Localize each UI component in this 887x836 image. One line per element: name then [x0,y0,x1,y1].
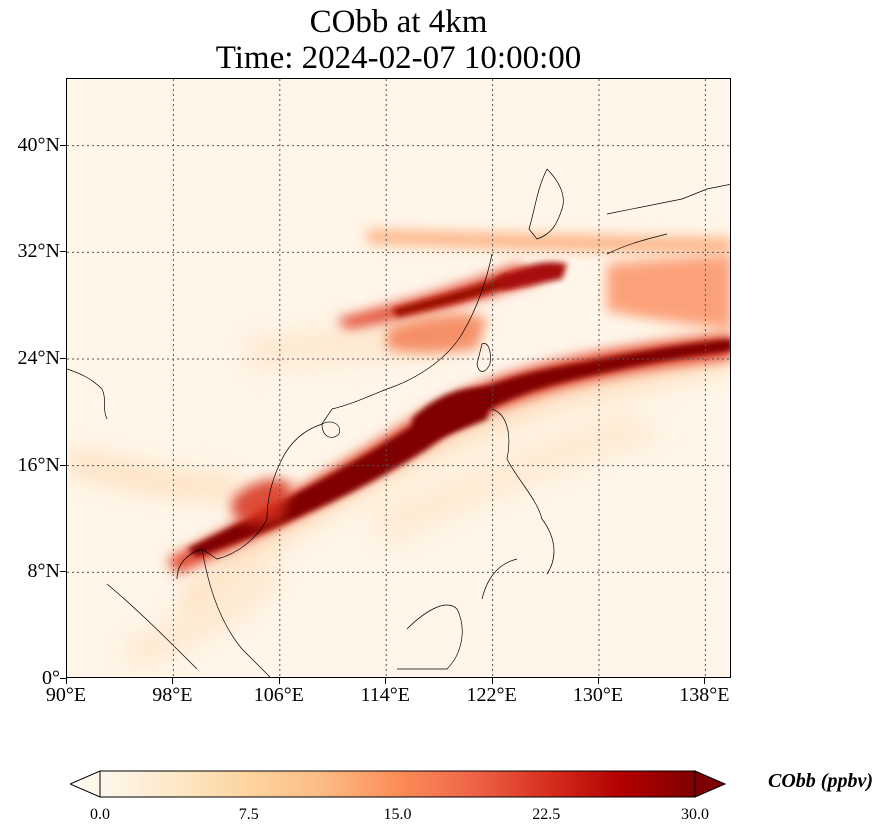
sumatra-coast [106,583,198,670]
lon-tick-label: 130°E [572,684,624,706]
mainland-coast [176,253,493,580]
lon-tick-label: 122°E [466,684,517,706]
lat-tick-mark [60,358,66,359]
japan-coast [606,184,730,255]
plume-main-core [187,339,730,557]
west-coast [67,368,108,420]
plume-faint-sw [127,559,282,669]
lon-tick-label: 98°E [152,684,193,706]
lat-tick-mark [60,464,66,466]
coastlines [67,168,730,677]
plume-main-outer [167,334,730,574]
lat-tick-label: 8°N [27,560,60,583]
colorbar-bar [99,770,696,798]
map-area[interactable] [66,78,731,678]
plume-faint-south [367,409,667,549]
lat-tick-label: 16°N [17,453,60,476]
korea-coast [528,168,564,240]
map-title: CObb at 4km [309,4,488,40]
colorbar-extend-max [694,770,727,798]
plume-north-east [607,255,730,329]
lon-tick-label: 114°E [360,684,410,706]
plume-main-blob [412,387,492,439]
lat-tick-mark [60,571,66,573]
plume-inland-patch [232,479,292,525]
colorbar-label: CObb (ppbv) [768,770,873,792]
lat-tick-label: 40°N [17,133,60,156]
map-timestamp: Time: 2024-02-07 10:00:00 [215,40,582,76]
malay-coast [201,548,271,677]
plume-faint-west [67,449,237,500]
lat-tick-label: 32°N [17,240,60,263]
lat-tick-mark [60,144,66,146]
lon-tick-label: 90°E [45,684,87,706]
lon-tick-label: 138°E [679,684,730,706]
hainan-coast [321,421,340,438]
plume-patch-coast [387,313,487,353]
colorbar [70,770,727,798]
colorbar-tick-label: 15.0 [383,806,412,823]
gridlines [67,79,730,677]
lat-tick-label: 0° [42,667,60,689]
philippines-coast [481,408,555,600]
lon-tick-mark [491,678,493,684]
colorbar-extend-min [70,770,101,798]
plume-north-ne-core [497,262,567,289]
lon-tick-mark [598,678,599,684]
lon-tick-mark [66,678,67,684]
colorbar-tick-label: 7.5 [238,806,259,823]
colorbar-tick-label: 22.5 [532,806,561,823]
map-canvas [67,79,730,677]
lat-tick-label: 24°N [17,347,60,369]
plume-north-light [367,229,730,254]
lon-tick-label: 106°E [253,684,304,706]
colorbar-tick-label: 30.0 [681,806,709,823]
lat-tick-mark [60,678,66,679]
lon-tick-mark [278,678,280,684]
lon-tick-mark [385,678,387,684]
taiwan-coast [476,343,491,372]
colorbar-tick-label: 0.0 [90,806,110,823]
lon-tick-mark [704,678,706,684]
co-concentration-field [67,229,730,669]
borneo-coast [397,604,463,670]
plume-north-core [392,274,517,317]
lon-tick-mark [172,678,174,684]
lat-tick-mark [60,251,66,253]
